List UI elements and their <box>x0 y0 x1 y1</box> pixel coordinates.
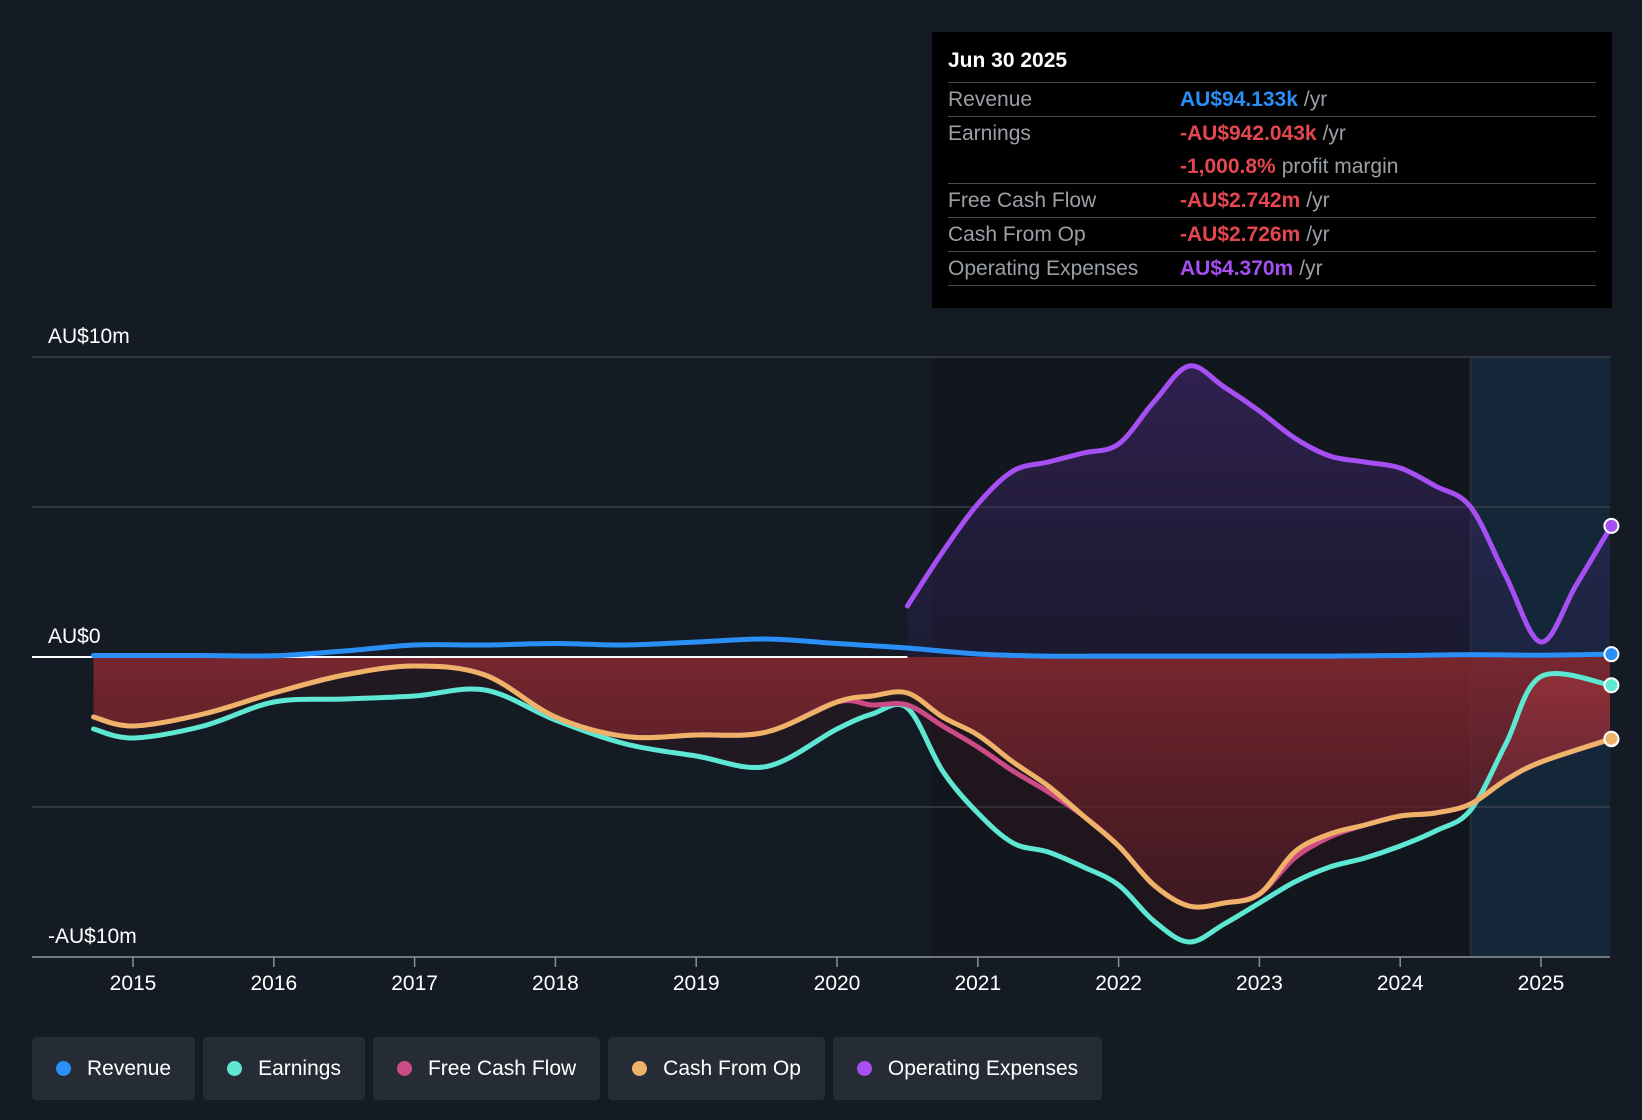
tooltip-unit: /yr <box>1306 189 1330 212</box>
tooltip-date: Jun 30 2025 <box>948 46 1596 83</box>
tooltip-label <box>948 150 1180 183</box>
cash-from-op-dot-icon <box>632 1061 648 1076</box>
x-tick-label: 2015 <box>110 972 157 995</box>
series-lines <box>91 363 1610 945</box>
cash-from-op-line <box>91 663 1610 910</box>
legend-label: Earnings <box>258 1056 341 1080</box>
x-tick-label: 2016 <box>250 972 297 995</box>
legend-label: Free Cash Flow <box>427 1056 577 1080</box>
tooltip-label: Operating Expenses <box>948 257 1139 280</box>
tooltip-panel: Jun 30 2025 Revenue AU$94.133k /yr Earni… <box>932 32 1612 308</box>
tooltip-unit: /yr <box>1306 223 1330 246</box>
y-tick-label: -AU$10m <box>48 925 137 948</box>
x-tick-label: 2024 <box>1377 972 1424 995</box>
cash-from-op-area <box>93 657 1610 908</box>
area-fills <box>93 365 1610 943</box>
tooltip-label: Revenue <box>948 88 1033 111</box>
x-tick-label: 2025 <box>1518 972 1565 995</box>
operating-expenses-area <box>907 365 1610 657</box>
x-tick-label: 2021 <box>954 972 1001 995</box>
earnings-line <box>91 670 1610 945</box>
tooltip-row-profit-margin: -1,000.8% profit margin <box>948 150 1596 184</box>
tooltip-unit: /yr <box>1299 257 1323 280</box>
x-tick-label: 2017 <box>391 972 438 995</box>
y-tick-label: AU$0 <box>48 625 101 648</box>
x-tick-label: 2018 <box>532 972 579 995</box>
end-markers <box>1603 517 1620 748</box>
earnings-end-point <box>1603 677 1620 694</box>
legend-item-cash-from-op[interactable]: Cash From Op <box>608 1037 825 1100</box>
x-tick-label: 2023 <box>1236 972 1283 995</box>
legend-label: Revenue <box>87 1056 172 1080</box>
y-tick-label: AU$10m <box>48 325 130 348</box>
y-axis-labels: AU$10m AU$0 -AU$10m <box>48 325 137 948</box>
x-tick-label: 2020 <box>814 972 861 995</box>
revenue-dot-icon <box>56 1061 71 1076</box>
legend-label: Cash From Op <box>663 1056 801 1080</box>
legend-item-earnings[interactable]: Earnings <box>203 1037 365 1100</box>
tooltip-value: -AU$2.742m <box>1180 189 1301 212</box>
earnings-dot-icon <box>227 1061 243 1076</box>
operating-expenses-end-point <box>1603 517 1620 534</box>
legend-label: Operating Expenses <box>887 1056 1079 1080</box>
legend-item-free-cash-flow[interactable]: Free Cash Flow <box>372 1037 601 1100</box>
tooltip-label: Free Cash Flow <box>948 189 1097 212</box>
tooltip-value: AU$4.370m <box>1180 257 1294 280</box>
legend: Revenue Earnings Free Cash Flow Cash Fro… <box>32 1037 1103 1100</box>
free-cash-flow-dot-icon <box>396 1061 412 1076</box>
tooltip-value: -AU$2.726m <box>1180 223 1301 246</box>
earnings-area <box>93 657 1610 943</box>
tooltip-row-operating-expenses: Operating Expenses AU$4.370m /yr <box>948 252 1596 286</box>
revenue-line <box>91 636 1610 659</box>
x-axis-labels: 2015 2016 2017 2018 2019 2020 2021 2022 2023 2024… <box>32 956 1610 995</box>
tooltip-row-earnings: Earnings -AU$942.043k /yr <box>948 117 1596 150</box>
tooltip-value: -1,000.8% <box>1180 155 1276 178</box>
tooltip-row-free-cash-flow: Free Cash Flow -AU$2.742m /yr <box>948 184 1596 218</box>
tooltip-value: AU$94.133k <box>1180 88 1298 111</box>
tooltip-unit: /yr <box>1322 122 1346 145</box>
tooltip-unit: profit margin <box>1281 155 1399 178</box>
revenue-end-point <box>1603 646 1620 663</box>
operating-expenses-dot-icon <box>856 1061 872 1076</box>
x-tick-label: 2022 <box>1095 972 1142 995</box>
x-tick-label: 2019 <box>673 972 720 995</box>
legend-item-operating-expenses[interactable]: Operating Expenses <box>832 1037 1103 1100</box>
tooltip-label: Cash From Op <box>948 223 1086 246</box>
legend-item-revenue[interactable]: Revenue <box>32 1037 196 1100</box>
tooltip-value: -AU$942.043k <box>1180 122 1317 145</box>
operating-expenses-line <box>904 363 1610 645</box>
cash-from-op-end-point <box>1603 730 1620 747</box>
tooltip-row-revenue: Revenue AU$94.133k /yr <box>948 83 1596 117</box>
tooltip-label: Earnings <box>948 122 1031 145</box>
tooltip-row-cash-from-op: Cash From Op -AU$2.726m /yr <box>948 218 1596 252</box>
tooltip-unit: /yr <box>1303 88 1328 111</box>
